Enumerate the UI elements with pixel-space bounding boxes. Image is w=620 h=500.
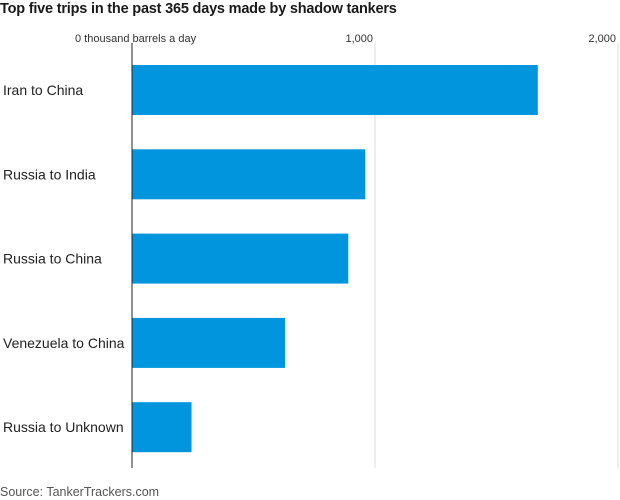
x-tick-label-1: 1,000: [345, 33, 373, 45]
x-tick-label-0: 0 thousand barrels a day: [75, 33, 197, 45]
bar-russia-to-india: [132, 149, 366, 200]
bar-iran-to-china: [132, 65, 538, 115]
category-label-0: Iran to China: [3, 82, 83, 98]
category-label-2: Russia to China: [3, 251, 102, 267]
source-note: Source: TankerTrackers.com: [0, 485, 160, 499]
bar-venezuela-to-china: [132, 317, 286, 368]
bar-russia-to-unknown: [132, 402, 192, 453]
bar-chart: 0 thousand barrels a day 1,000 2,000 Iran …: [3, 33, 619, 468]
x-tick-label-2: 2,000: [588, 33, 616, 45]
category-label-1: Russia to India: [3, 166, 96, 182]
category-label-4: Russia to Unknown: [3, 419, 124, 435]
category-label-3: Venezuela to China: [3, 335, 125, 351]
bars: [132, 65, 538, 453]
bar-russia-to-china: [132, 233, 349, 284]
x-tick-labels: 0 thousand barrels a day 1,000 2,000: [75, 33, 616, 45]
category-labels: Iran to China Russia to India Russia to Ch…: [3, 82, 125, 435]
chart-title: Top five trips in the past 365 days made…: [0, 1, 397, 17]
